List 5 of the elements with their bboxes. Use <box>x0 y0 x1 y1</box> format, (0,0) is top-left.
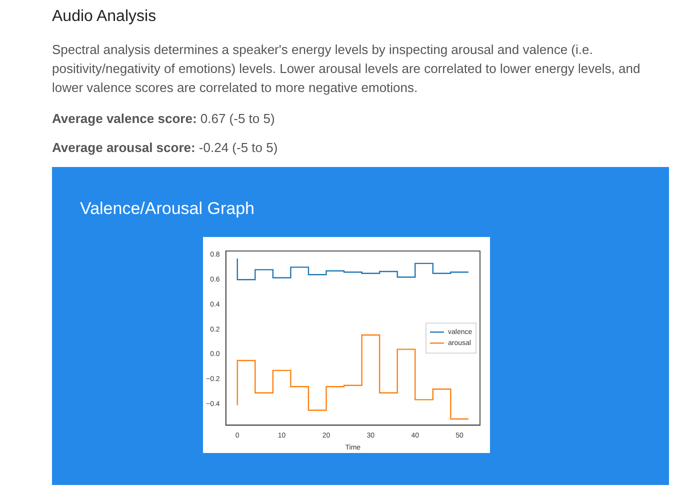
text: Average valence score: 0.67 (-5 to 5) <box>52 111 275 126</box>
chart-subtitle: Spectral analysis determines a speaker's energy levels by inspecting arousal and valence (i.e. positivity/negativity of emotions) levels. Lower arousal levels are correlated to lower energy levels, and lower valence scores are correlated to more negative emotions. <box>52 41 642 97</box>
text: Valence/Arousal Graph <box>79 199 256 219</box>
chart-title: Audio Analysis <box>52 8 158 26</box>
text: Average arousal score: -0.24 (-5 to 5) <box>52 140 278 155</box>
